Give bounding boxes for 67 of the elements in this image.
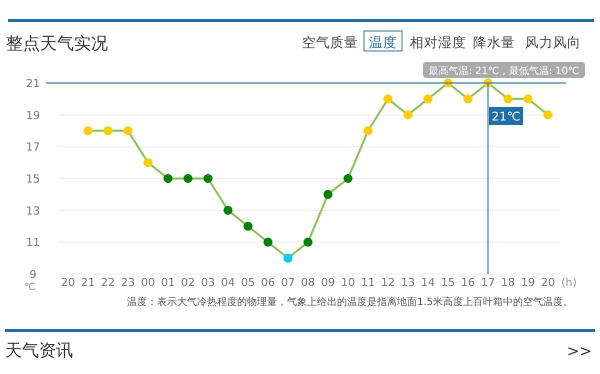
point: [544, 110, 552, 120]
point: [524, 94, 532, 104]
x-tick-label: 11: [361, 276, 375, 289]
x-tick-label: 15: [441, 276, 455, 289]
point: [184, 174, 192, 183]
x-tick-label: 20: [541, 276, 555, 289]
text: 空气质量: [302, 35, 358, 51]
x-tick-label: 22: [101, 276, 115, 289]
text: 温度: [369, 35, 397, 51]
point: [364, 126, 372, 136]
x-tick-label: 00: [141, 276, 155, 289]
text: 降水量: [473, 35, 515, 51]
y-tick-label: 11: [26, 236, 40, 250]
y-tick-label: 19: [26, 108, 40, 122]
point: [204, 174, 212, 183]
x-tick-label: 10: [341, 276, 355, 289]
point: [344, 174, 352, 183]
text: 天气资讯: [5, 341, 73, 361]
point: [144, 158, 152, 168]
y-axis-title: ℃: [24, 282, 36, 293]
x-tick-label: 04: [221, 276, 235, 289]
point: [404, 110, 412, 120]
point: [124, 126, 132, 136]
text: >>: [566, 342, 592, 360]
x-tick-label: 08: [301, 276, 315, 289]
x-tick-label: 12: [381, 276, 395, 289]
x-tick-label: 05: [241, 276, 255, 289]
x-tick-label: 09: [321, 276, 335, 289]
point: [384, 94, 392, 104]
ref-line-label: 21℃: [492, 110, 520, 124]
text: 相对湿度: [410, 35, 466, 51]
x-tick-label: 21: [81, 276, 95, 289]
x-tick-label: 13: [401, 276, 415, 289]
y-tick-label: 21: [26, 77, 40, 90]
x-tick-label: 19: [521, 276, 535, 289]
y-tick-label: 9: [30, 268, 36, 281]
x-tick-label: 16: [461, 276, 475, 289]
y-tick-label: 17: [26, 140, 40, 154]
point: [304, 238, 312, 247]
y-tick-label: 13: [26, 204, 40, 218]
point: [244, 222, 252, 231]
x-tick-label: 03: [201, 276, 215, 289]
point: [224, 206, 232, 215]
x-tick-label: 07: [281, 276, 295, 289]
x-tick-label: 20: [61, 276, 75, 289]
point: [324, 190, 332, 199]
text: 风力风向: [525, 35, 581, 51]
x-axis-title: (h): [561, 276, 577, 289]
point: [464, 94, 472, 104]
point: [164, 174, 172, 183]
x-tick-label: 01: [161, 276, 175, 289]
point: [84, 126, 92, 136]
x-tick-label: 14: [421, 276, 435, 289]
text: 最高气温: 21℃ , 最低气温: 10℃: [428, 65, 580, 77]
point: [284, 254, 292, 263]
x-tick-label: 06: [261, 276, 275, 289]
x-tick-label: 17: [481, 276, 495, 289]
point: [264, 238, 272, 247]
text: 温度：表示大气冷热程度的物理量，气象上给出的温度是指离地面1.5米高度上百叶箱中的空气温度。: [127, 296, 573, 308]
point: [504, 94, 512, 104]
y-tick-label: 15: [26, 172, 40, 186]
x-tick-label: 18: [501, 276, 515, 289]
point: [104, 126, 112, 136]
chart-title: 整点天气实况: [6, 34, 108, 54]
point: [424, 94, 432, 104]
x-tick-label: 02: [181, 276, 195, 289]
x-tick-label: 23: [121, 276, 135, 289]
